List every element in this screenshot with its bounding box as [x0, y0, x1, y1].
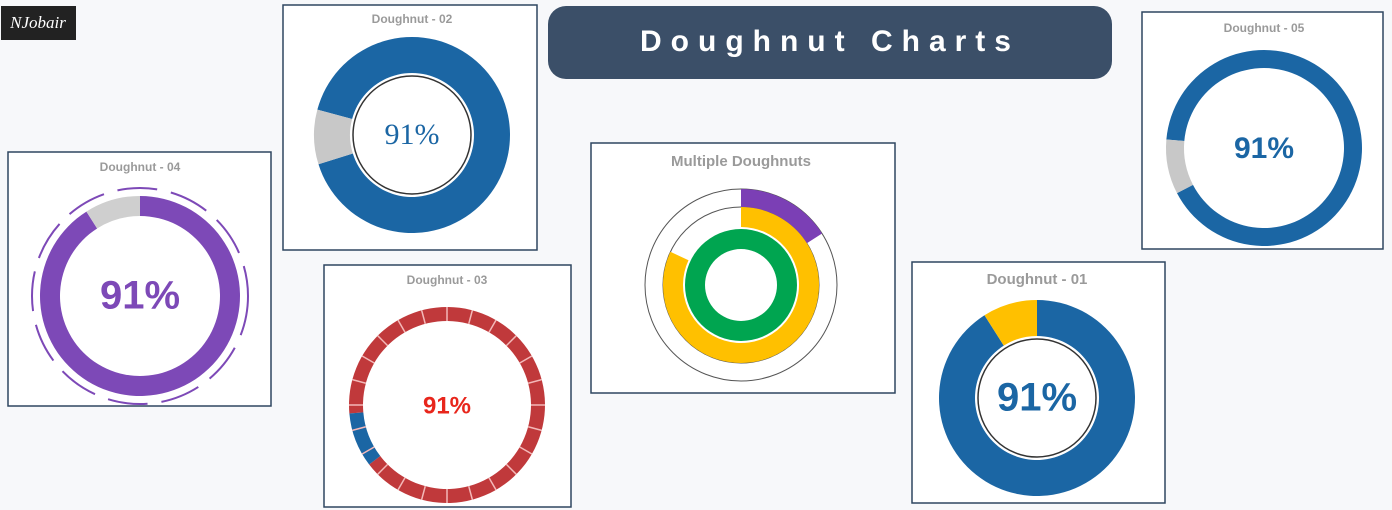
- doughnut-segment: [938, 300, 1135, 496]
- segment-divider: [377, 463, 389, 475]
- chart-title: Multiple Doughnuts: [671, 153, 811, 170]
- center-label: 91%: [423, 392, 471, 419]
- segment-divider: [505, 335, 517, 347]
- center-label: 91%: [100, 274, 180, 318]
- segment-divider: [420, 485, 426, 500]
- segment-divider: [420, 310, 426, 325]
- segment-divider: [519, 355, 533, 364]
- segment-divider: [468, 485, 474, 500]
- segment-divider: [488, 319, 497, 333]
- logo: NJobair: [9, 13, 66, 32]
- doughnut-segment: [741, 189, 823, 244]
- chart-title: Doughnut - 03: [407, 273, 488, 287]
- segment-divider: [361, 446, 375, 455]
- doughnut-segment: [685, 229, 797, 341]
- segment-divider: [352, 426, 367, 432]
- doughnut-segment: [314, 109, 353, 165]
- segment-divider: [397, 477, 406, 491]
- logo-box: [1, 6, 76, 40]
- doughnut-segment: [86, 196, 140, 229]
- segment-divider: [352, 378, 367, 384]
- doughnut-segment: [317, 36, 510, 233]
- dash-ring: [31, 187, 249, 405]
- segment-divider: [505, 463, 517, 475]
- chart-title: Doughnut - 05: [1224, 21, 1305, 35]
- page-title: Doughnut Charts: [640, 25, 1020, 58]
- segment-divider: [397, 319, 406, 333]
- chart-title: Doughnut - 02: [372, 12, 453, 26]
- segment-divider: [488, 477, 497, 491]
- segment-divider: [361, 355, 375, 364]
- inner-ring: [977, 338, 1097, 458]
- inner-ring: [352, 75, 472, 195]
- center-label: 91%: [997, 376, 1077, 420]
- chart-title: Doughnut - 01: [987, 271, 1088, 288]
- segment-divider: [519, 446, 533, 455]
- chart-title: Doughnut - 04: [100, 160, 181, 174]
- center-label: 91%: [1234, 132, 1294, 165]
- doughnut-segment: [349, 412, 381, 465]
- doughnut-segment: [1166, 139, 1193, 194]
- segment-divider: [468, 310, 474, 325]
- title-box: [548, 6, 1112, 79]
- segment-divider: [377, 335, 389, 347]
- segment-divider: [527, 426, 542, 432]
- doughnut-segment: [984, 300, 1037, 346]
- center-label: 91%: [385, 118, 440, 151]
- segment-divider: [527, 378, 542, 384]
